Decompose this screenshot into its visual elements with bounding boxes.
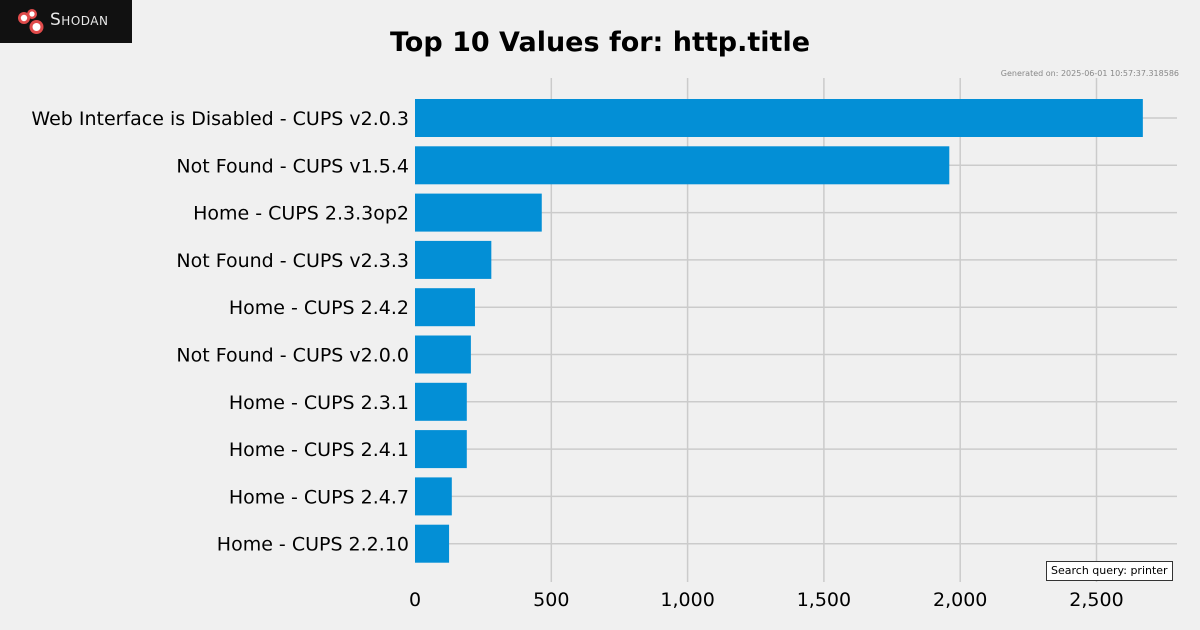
logo-text: Shodan <box>50 10 109 30</box>
generated-timestamp: Generated on: 2025-06-01 10:57:37.318586 <box>1000 69 1179 78</box>
category-label: Home - CUPS 2.2.10 <box>217 534 409 556</box>
x-tick-label: 500 <box>533 589 569 611</box>
category-label: Home - CUPS 2.3.3op2 <box>193 203 409 225</box>
bar <box>415 477 452 516</box>
bar <box>415 193 542 232</box>
category-label: Home - CUPS 2.4.1 <box>229 439 409 461</box>
category-label: Home - CUPS 2.4.7 <box>229 486 409 508</box>
shodan-logo-icon <box>18 9 44 34</box>
category-label: Not Found - CUPS v2.0.0 <box>176 345 409 367</box>
bar <box>415 430 467 469</box>
x-tick-label: 1,000 <box>660 589 714 611</box>
x-tick-label: 2,000 <box>933 589 987 611</box>
x-tick-label: 1,500 <box>797 589 851 611</box>
bar <box>415 288 475 327</box>
bars <box>415 99 1143 563</box>
x-tick-label: 2,500 <box>1069 589 1123 611</box>
bar <box>415 524 450 563</box>
category-label: Not Found - CUPS v1.5.4 <box>176 155 409 177</box>
chart-title: Top 10 Values for: http.title <box>389 27 811 58</box>
x-tick-label: 0 <box>409 589 421 611</box>
bar <box>415 99 1143 137</box>
bar <box>415 335 471 374</box>
category-label: Not Found - CUPS v2.3.3 <box>176 250 409 272</box>
bar <box>415 146 950 185</box>
bar <box>415 240 492 279</box>
shodan-logo[interactable]: Shodan <box>0 0 132 43</box>
category-label: Web Interface is Disabled - CUPS v2.0.3 <box>31 108 409 130</box>
category-labels: Web Interface is Disabled - CUPS v2.0.3 N… <box>31 108 409 556</box>
category-label: Home - CUPS 2.3.1 <box>229 392 409 414</box>
search-query-box: Search query: printer <box>1046 561 1173 581</box>
bar <box>415 382 467 421</box>
category-label: Home - CUPS 2.4.2 <box>229 297 409 319</box>
x-axis-ticks: 0 500 1,000 1,500 2,000 2,500 <box>409 589 1124 611</box>
